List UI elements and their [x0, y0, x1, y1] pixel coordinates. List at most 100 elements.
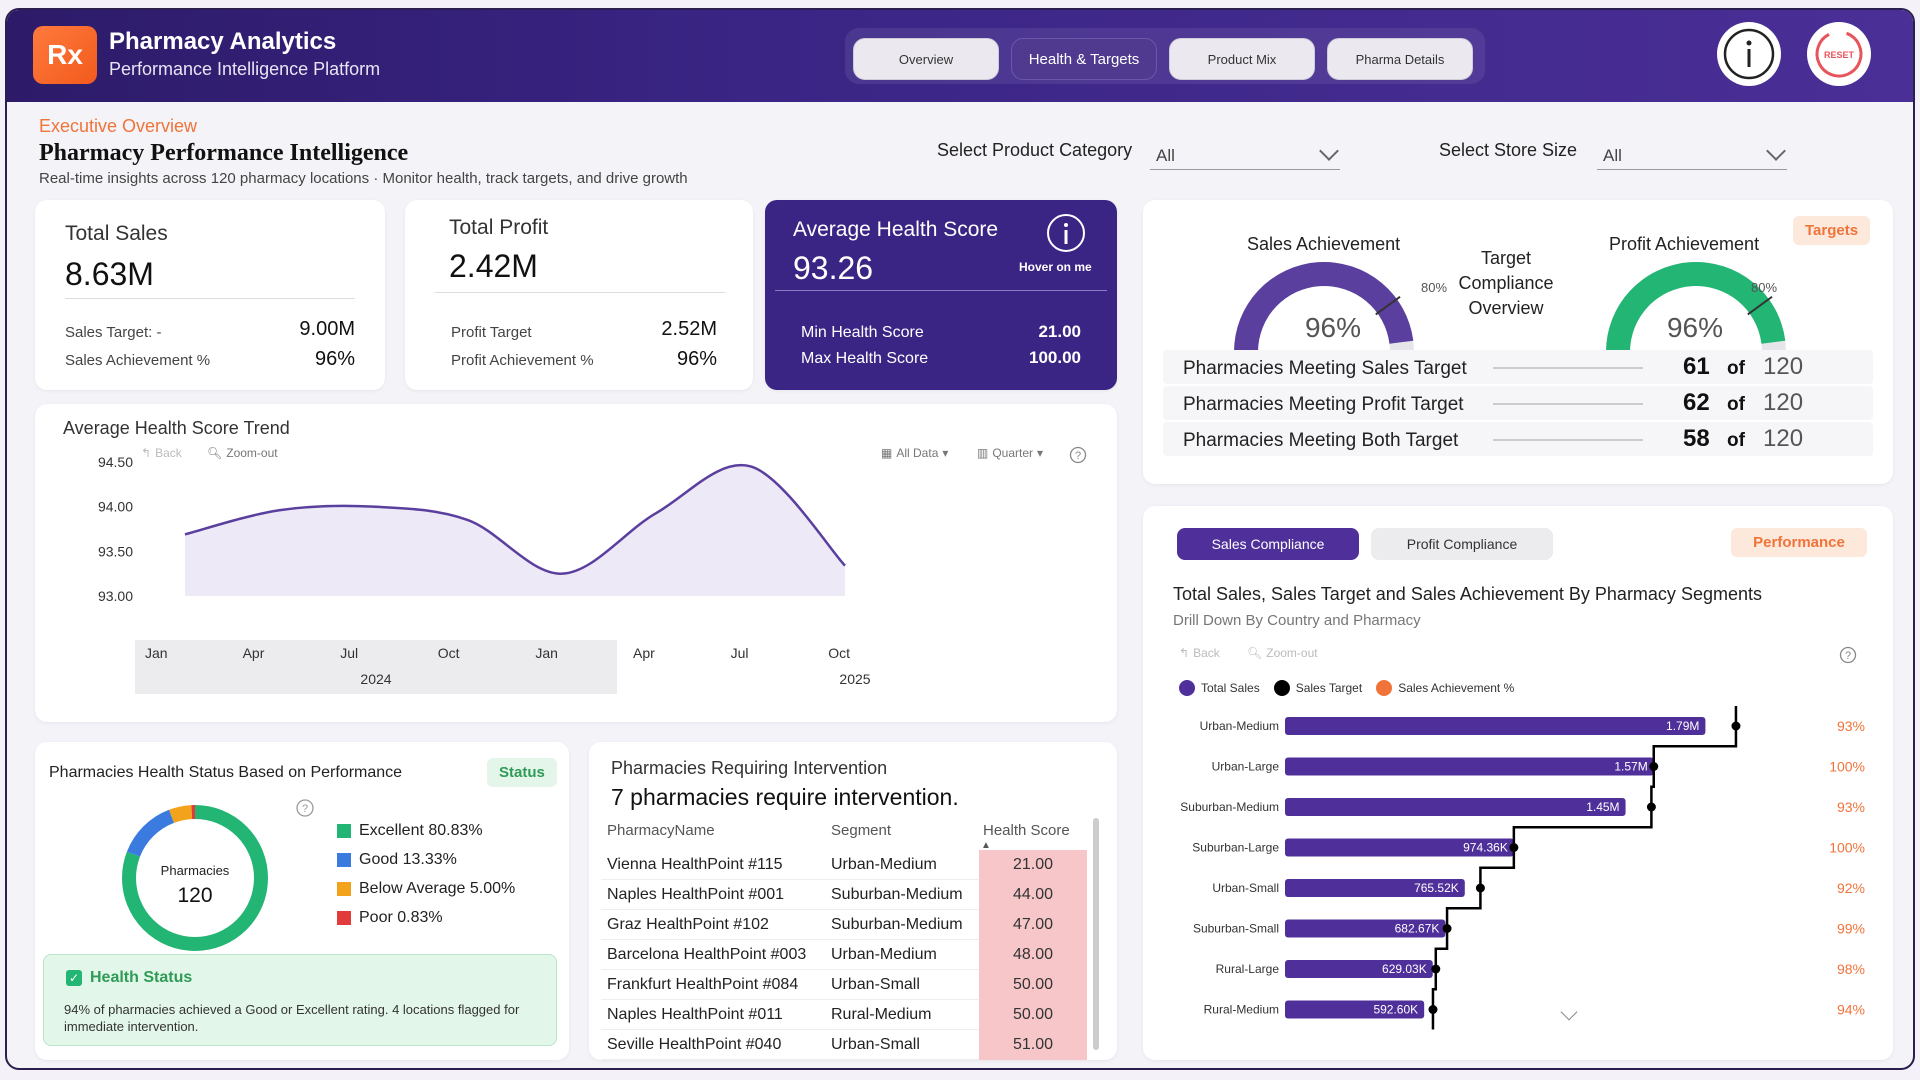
total-sales-bar[interactable]	[1285, 879, 1465, 897]
total-sales-bar[interactable]	[1285, 1000, 1425, 1019]
chevron-down-icon	[1319, 141, 1339, 161]
total-sales-bar[interactable]	[1285, 838, 1514, 857]
donut-slice-poor[interactable]	[122, 805, 268, 951]
total-sales-bar[interactable]	[1285, 757, 1654, 776]
col-segment[interactable]: Segment	[831, 822, 892, 839]
col-pharmacy-name[interactable]: PharmacyName	[607, 822, 715, 839]
table-row[interactable]: Vienna HealthPoint #115 Urban-Medium 21.00	[601, 850, 1087, 880]
info-button[interactable]	[1717, 22, 1781, 86]
sales-target-marker[interactable]	[1509, 843, 1519, 852]
target-row-value: 62	[1683, 389, 1710, 416]
category-filter-value: All	[1156, 146, 1175, 165]
tab-overview[interactable]: Overview	[853, 38, 999, 80]
table-row[interactable]: Naples HealthPoint #001 Suburban-Medium 44…	[601, 880, 1087, 910]
tab-product-mix[interactable]: Product Mix	[1169, 38, 1315, 80]
donut-legend-item[interactable]: Poor 0.83%	[337, 909, 443, 927]
legend-swatch	[1179, 680, 1195, 696]
legend-swatch	[1273, 680, 1290, 696]
year-label-2025: 2025	[839, 671, 870, 687]
donut-legend-item[interactable]: Good 13.33%	[337, 851, 457, 869]
pharmacy-name-cell: Graz HealthPoint #102	[607, 916, 769, 933]
total-sales-label: 592.60K	[1373, 1003, 1418, 1017]
back-button[interactable]: ↰ Back	[1179, 646, 1220, 660]
performance-bar-chart[interactable]: Urban-Medium 1.79M 93% Urban-Large 1.57M 100%…	[1143, 506, 1893, 1060]
total-profit-title: Total Profit	[449, 216, 549, 239]
quarter-dropdown[interactable]: ▥ Quarter ▾	[977, 446, 1044, 460]
legend-sales-target[interactable]: Sales Target	[1273, 680, 1362, 696]
target-row: Pharmacies Meeting Sales Target 61 of 120	[1163, 350, 1873, 384]
help-icon[interactable]: ?	[295, 798, 315, 818]
target-row-of: of	[1727, 430, 1745, 451]
total-sales-bar[interactable]	[1285, 919, 1446, 938]
target-row-label: Pharmacies Meeting Profit Target	[1183, 394, 1464, 415]
sales-target-marker[interactable]	[1475, 883, 1485, 893]
health-score-cell: 44.00	[979, 880, 1087, 910]
info-icon[interactable]	[1045, 212, 1087, 254]
app-header: Rx Pharmacy Analytics Performance Intell…	[7, 10, 1913, 102]
tab-sales-compliance[interactable]: Sales Compliance	[1177, 528, 1359, 560]
table-scrollbar[interactable]	[1093, 818, 1099, 1050]
sales-target-marker[interactable]	[1646, 802, 1656, 812]
magnifier-icon: 🔍︎	[207, 446, 223, 460]
profit-target-label: Profit Target	[451, 324, 532, 341]
table-row[interactable]: Frankfurt HealthPoint #084 Urban-Small 50.…	[601, 970, 1087, 1000]
target-row-divider	[1493, 367, 1643, 369]
total-sales-bar[interactable]	[1285, 717, 1706, 735]
trend-line	[184, 463, 846, 575]
sales-target-marker[interactable]	[1442, 924, 1452, 933]
segment-label: Urban-Medium	[1200, 719, 1279, 733]
total-sales-bar[interactable]	[1285, 960, 1433, 978]
tab-health-targets[interactable]: Health & Targets	[1011, 38, 1157, 80]
health-donut-chart[interactable]: Pharmacies 120	[105, 788, 285, 968]
health-score-card[interactable]: Average Health Score 93.26 Hover on me M…	[765, 200, 1117, 390]
legend-sales-achievement[interactable]: Sales Achievement %	[1376, 680, 1514, 696]
segment-label: Suburban-Large	[1192, 841, 1279, 855]
page-eyebrow: Executive Overview	[39, 116, 198, 136]
legend-swatch	[1376, 680, 1393, 696]
check-icon: ✓	[66, 970, 82, 986]
table-row[interactable]: Seville HealthPoint #040 Urban-Small 51.00	[601, 1030, 1087, 1060]
total-sales-label: 765.52K	[1414, 881, 1459, 895]
sales-target-marker[interactable]	[1428, 1005, 1438, 1014]
segment-label: Suburban-Medium	[1180, 800, 1279, 814]
zoom-out-button[interactable]: 🔍︎ Zoom-out	[1247, 646, 1318, 660]
x-tick-label: Oct	[828, 645, 850, 661]
donut-legend-item[interactable]: Excellent 80.83%	[337, 822, 483, 840]
pharmacy-name-cell: Naples HealthPoint #001	[607, 886, 785, 903]
divider	[435, 292, 725, 293]
legend-total-sales[interactable]: Total Sales	[1179, 680, 1260, 696]
total-profit-card: Total Profit 2.42M Profit Target 2.52M P…	[405, 200, 753, 390]
sales-achievement-gauge[interactable]	[1219, 256, 1429, 356]
profit-achievement-gauge[interactable]	[1591, 256, 1801, 356]
segment-cell: Urban-Small	[831, 976, 920, 993]
sales-target-marker[interactable]	[1731, 721, 1741, 731]
sales-target-marker[interactable]	[1649, 762, 1659, 771]
all-data-dropdown[interactable]: ▦ All Data ▾	[881, 446, 949, 460]
sales-gauge-value: 96%	[1304, 312, 1362, 343]
category-filter-select[interactable]: All	[1150, 136, 1340, 170]
total-sales-bar[interactable]	[1285, 798, 1626, 816]
status-badge: Status	[487, 758, 557, 787]
trend-chart[interactable]: 94.50 94.00 93.50 93.00 Jan Apr Jul Oct Jan Apr J…	[35, 404, 1117, 722]
tab-pharma-details[interactable]: Pharma Details	[1327, 38, 1473, 80]
help-icon[interactable]: ?	[1069, 446, 1087, 464]
reset-button[interactable]: RESET	[1807, 22, 1871, 86]
help-icon[interactable]: ?	[1839, 646, 1857, 664]
table-row[interactable]: Naples HealthPoint #011 Rural-Medium 50.00	[601, 1000, 1087, 1030]
calendar-icon: ▦	[881, 446, 893, 460]
table-row[interactable]: Graz HealthPoint #102 Suburban-Medium 47.0…	[601, 910, 1087, 940]
target-row-value: 61	[1683, 353, 1710, 380]
donut-legend-item[interactable]: Below Average 5.00%	[337, 880, 515, 898]
total-sales-card: Total Sales 8.63M Sales Target: - 9.00M …	[35, 200, 385, 390]
back-button[interactable]: ↰ Back	[141, 446, 182, 460]
table-row[interactable]: Barcelona HealthPoint #003 Urban-Medium 48…	[601, 940, 1087, 970]
performance-chart-title: Total Sales, Sales Target and Sales Achi…	[1173, 584, 1762, 604]
sales-achievement-label: 94%	[1837, 1002, 1865, 1018]
target-row-label: Pharmacies Meeting Both Target	[1183, 430, 1459, 451]
zoom-out-button[interactable]: 🔍︎ Zoom-out	[207, 446, 278, 460]
tab-profit-compliance[interactable]: Profit Compliance	[1371, 528, 1553, 560]
store-filter-select[interactable]: All	[1597, 136, 1787, 170]
sales-target-marker[interactable]	[1431, 964, 1441, 974]
col-health-score[interactable]: Health Score	[983, 822, 1070, 839]
donut-center-value: 120	[177, 884, 212, 907]
